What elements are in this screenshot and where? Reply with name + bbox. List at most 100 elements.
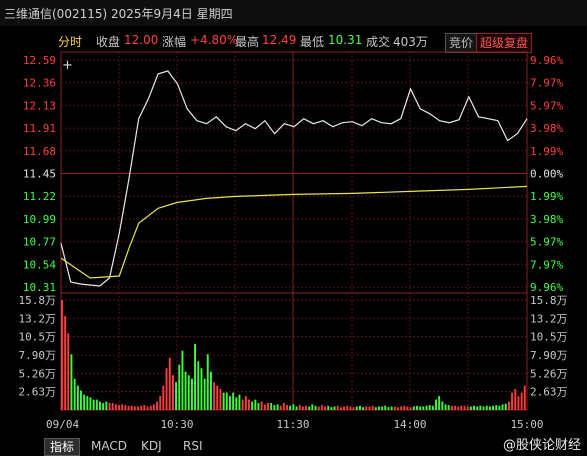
- volume-bar: [149, 405, 152, 410]
- price-tick-label: 12.36: [23, 77, 56, 90]
- volume-bar: [378, 406, 380, 410]
- price-tick-label: 12.59: [23, 54, 56, 67]
- volume-bar: [130, 405, 133, 410]
- volume-bar: [172, 375, 174, 410]
- volume-bar: [289, 405, 292, 410]
- volume-bar: [428, 405, 431, 410]
- volume-bar: [95, 399, 98, 410]
- volume-bar: [362, 407, 365, 410]
- volume-bar: [460, 405, 463, 410]
- volume-bar: [489, 406, 491, 410]
- volume-bar: [384, 405, 387, 410]
- percent-tick-label: 3.98%: [530, 213, 563, 226]
- volume-bar: [181, 350, 184, 410]
- volume-bar: [352, 407, 355, 410]
- tab-indicator[interactable]: 指标: [44, 438, 81, 456]
- volume-bar: [197, 361, 200, 410]
- price-tick-label: 11.45: [23, 168, 56, 181]
- volume-bar: [203, 378, 206, 410]
- tab-macd[interactable]: MACD: [91, 439, 127, 453]
- time-label: 10:30: [160, 418, 193, 431]
- low-value: 10.31: [328, 33, 363, 47]
- volume-tick-label: 5.26万: [19, 367, 57, 380]
- close-value: 12.00: [124, 33, 159, 47]
- price-tick-label: 10.77: [23, 236, 56, 249]
- volume-bar: [425, 405, 428, 410]
- price-tick-label: 11.22: [23, 190, 56, 203]
- volume-bar: [492, 405, 494, 410]
- tab-rsi[interactable]: RSI: [183, 439, 203, 453]
- volume-bar: [447, 405, 450, 410]
- volume-bar: [216, 385, 219, 410]
- volume-value: 403万: [393, 35, 428, 49]
- volume-bar: [444, 404, 447, 410]
- volume-tick-label-right: 5.26万: [530, 367, 568, 380]
- volume-bar: [263, 404, 266, 410]
- volume-bar: [308, 406, 311, 410]
- volume-bar: [83, 394, 86, 410]
- price-tick-label: 10.54: [23, 258, 56, 271]
- volume-bar: [187, 375, 190, 410]
- volume-bar: [463, 405, 466, 410]
- volume-bar: [127, 405, 130, 410]
- volume-bar: [282, 403, 285, 410]
- volume-bar: [210, 371, 212, 410]
- auction-button[interactable]: 竞价: [445, 33, 478, 53]
- volume-bar: [485, 405, 488, 410]
- volume-bar: [482, 406, 485, 410]
- volume-bar: [162, 385, 165, 410]
- volume-bar: [400, 406, 403, 410]
- percent-tick-label: 1.99%: [530, 145, 563, 158]
- volume-bar: [438, 396, 441, 410]
- tab-kdj[interactable]: KDJ: [141, 439, 162, 453]
- volume-bar: [165, 368, 168, 410]
- volume-tick-label-right: 10.5万: [530, 331, 568, 344]
- percent-tick-label: 9.96%: [530, 281, 563, 294]
- high-label: 最高: [235, 35, 260, 49]
- volume-bar: [61, 300, 63, 410]
- volume-bar: [206, 354, 209, 410]
- volume-bar: [92, 399, 95, 410]
- volume-bar: [156, 401, 158, 410]
- mode-label: 分时: [58, 35, 83, 49]
- volume-bar: [222, 392, 225, 410]
- volume-bar: [305, 405, 307, 410]
- volume-bar: [431, 405, 434, 410]
- volume-tick-label-right: 15.8万: [530, 294, 568, 307]
- volume-bar: [403, 405, 406, 410]
- volume-bar: [64, 316, 67, 410]
- volume-bar: [419, 406, 422, 410]
- volume-bar: [137, 406, 139, 410]
- volume-tick-label: 7.90万: [19, 349, 57, 362]
- volume-bar: [225, 392, 228, 410]
- quote-info-bar: 分时 收盘 12.00 涨幅 +4.80% 最高 12.49 最低 10.31 …: [0, 30, 587, 53]
- percent-tick-label: 1.99%: [530, 190, 563, 203]
- volume-bar: [469, 406, 472, 410]
- price-line: [60, 70, 528, 287]
- volume-bar: [175, 382, 177, 410]
- volume-bar: [213, 382, 216, 410]
- volume-bar: [365, 406, 368, 410]
- volume-bar: [336, 405, 339, 410]
- price-tick-label: 10.99: [23, 213, 56, 226]
- volume-bar: [114, 404, 117, 410]
- volume-bar: [327, 405, 330, 410]
- change-label: 涨幅: [162, 35, 187, 49]
- volume-bar: [473, 405, 475, 410]
- volume-bar: [495, 405, 498, 410]
- window-title: 三维通信(002115) 2025年9月4日 星期四: [4, 7, 233, 21]
- volume-bar: [314, 405, 317, 410]
- volume-bar: [105, 401, 108, 410]
- volume-bar: [340, 407, 342, 410]
- volume-bar: [286, 405, 288, 410]
- volume-bar: [279, 405, 282, 410]
- volume-bar: [111, 403, 114, 410]
- percent-tick-label: 9.96%: [530, 54, 563, 67]
- volume-bar: [267, 403, 269, 410]
- volume-bar: [374, 407, 377, 410]
- volume-bar: [359, 405, 361, 410]
- volume-bar: [371, 405, 374, 410]
- axis-labels: 12.59 9.96% 12.36 7.97% 12.13 5.97% 11.91 3.98%…: [19, 54, 568, 431]
- volume-bar: [346, 405, 349, 410]
